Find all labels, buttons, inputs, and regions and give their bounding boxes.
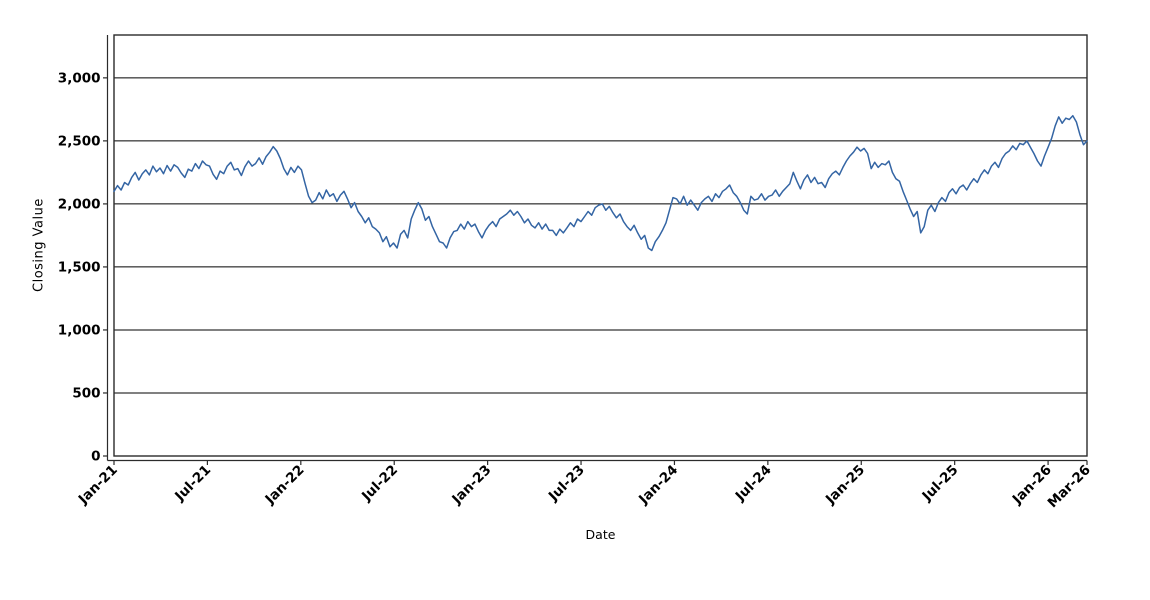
x-axis-title: Date xyxy=(585,527,616,542)
y-axis-tick-label: 1,000 xyxy=(58,322,101,338)
x-axis-tick-label: Jan-22 xyxy=(262,462,308,508)
y-axis-tick-label: 2,000 xyxy=(58,196,101,212)
y-axis-tick-label: 1,500 xyxy=(58,259,101,275)
x-axis-tick-label: Jan-23 xyxy=(448,462,494,508)
y-axis-title: Closing Value xyxy=(31,198,47,293)
y-axis-tick-label: 3,000 xyxy=(58,70,101,86)
series-line-closing-value xyxy=(113,114,1088,252)
x-axis-tick-label: Jan-25 xyxy=(822,462,868,508)
x-axis-tick-label: Jan-24 xyxy=(635,462,681,508)
plot-border xyxy=(113,34,1088,457)
y-axis-tick-label: 0 xyxy=(91,449,100,465)
y-axis-tick-label: 500 xyxy=(72,385,100,401)
x-axis-tick-label: Jul-25 xyxy=(919,462,962,505)
x-axis-tick-label: Jul-23 xyxy=(545,462,588,505)
x-axis-tick-label: Jul-21 xyxy=(171,462,214,505)
x-axis-tick-label: Jul-24 xyxy=(732,462,775,505)
x-axis-tick-label: Mar-26 xyxy=(1045,462,1094,511)
x-axis-tick-label: Jul-22 xyxy=(358,462,401,505)
x-axis-tick-label: Jan-21 xyxy=(75,462,121,508)
y-axis-tick-label: 2,500 xyxy=(58,133,101,149)
